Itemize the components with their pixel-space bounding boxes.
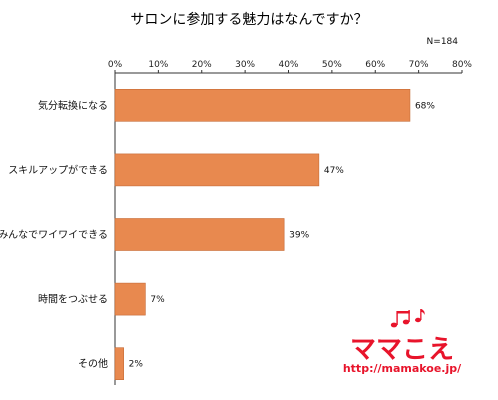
bar bbox=[114, 218, 285, 251]
bars bbox=[114, 89, 411, 381]
x-tick-label: 20% bbox=[192, 60, 212, 70]
category-label: その他 bbox=[78, 357, 108, 370]
x-tick-label: 0% bbox=[108, 60, 123, 70]
x-tick-label: 70% bbox=[409, 60, 429, 70]
x-tick-label: 80% bbox=[452, 60, 472, 70]
data-label: 39% bbox=[289, 231, 309, 241]
bar bbox=[114, 89, 411, 122]
bar bbox=[114, 282, 146, 316]
bar bbox=[114, 347, 124, 381]
data-label: 7% bbox=[150, 295, 165, 305]
x-tick-label: 50% bbox=[322, 60, 342, 70]
logo-name: ママこえ bbox=[350, 335, 454, 365]
x-tick-label: 40% bbox=[278, 60, 298, 70]
x-axis: 0% 10% 20% 30% 40% 50% 60% 70% 80% bbox=[108, 60, 472, 385]
bar bbox=[114, 153, 320, 187]
music-notes-icon bbox=[390, 309, 425, 328]
data-labels: 68% 47% 39% 7% 2% bbox=[129, 101, 436, 369]
chart-title: サロンに参加する魅力はなんですか？ bbox=[130, 11, 367, 28]
x-tick-label: 60% bbox=[365, 60, 385, 70]
logo: ママこえ http://mamakoe.jp/ bbox=[343, 309, 462, 375]
data-label: 68% bbox=[415, 101, 435, 111]
logo-url: http://mamakoe.jp/ bbox=[343, 362, 462, 375]
x-tick-label: 30% bbox=[235, 60, 255, 70]
data-label: 47% bbox=[324, 166, 344, 176]
x-tick-label: 10% bbox=[148, 60, 168, 70]
category-label: 時間をつぶせる bbox=[38, 294, 108, 306]
data-label: 2% bbox=[129, 360, 144, 370]
category-label: みんなでワイワイできる bbox=[0, 229, 108, 241]
category-label: 気分転換になる bbox=[38, 99, 108, 112]
category-label: スキルアップができる bbox=[8, 163, 108, 176]
sample-size-note: N=184 bbox=[427, 37, 459, 47]
